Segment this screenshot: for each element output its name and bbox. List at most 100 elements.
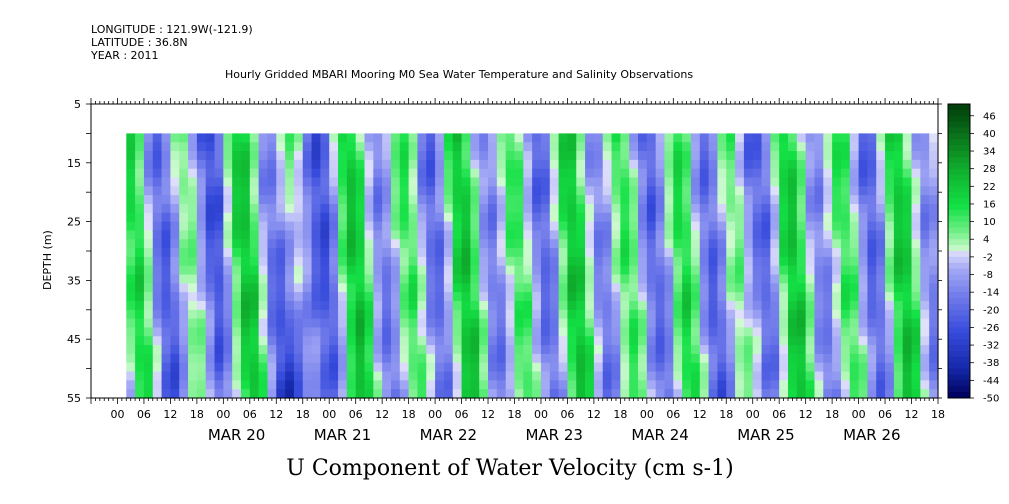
heatmap-cell [479, 203, 489, 214]
heatmap-cell [593, 380, 604, 390]
heatmap-cell [505, 283, 516, 293]
heatmap-cell [664, 353, 674, 364]
heatmap-cell [752, 186, 763, 196]
heatmap-cell [849, 230, 860, 240]
heatmap-cell [188, 168, 198, 179]
heatmap-cell [435, 336, 445, 346]
heatmap-cell [664, 203, 674, 214]
heatmap-cell [188, 133, 198, 143]
heatmap-cell [549, 221, 560, 232]
heatmap-cell [664, 195, 674, 205]
heatmap-cell [629, 248, 639, 258]
heatmap-cell [355, 177, 366, 187]
heatmap-cell [611, 151, 621, 161]
heatmap-cell [752, 336, 763, 346]
heatmap-cell [329, 151, 339, 161]
heatmap-cell [540, 186, 551, 196]
heatmap-cell [832, 177, 842, 187]
heatmap-cell [788, 230, 798, 240]
heatmap-cell [302, 345, 313, 355]
heatmap-cell [911, 327, 921, 337]
heatmap-cell [717, 362, 727, 373]
heatmap-cell [382, 195, 392, 205]
heatmap-cell [823, 274, 833, 284]
heatmap-cell [426, 345, 436, 355]
heatmap-cell [373, 168, 383, 179]
heatmap-cell [885, 389, 895, 399]
heatmap-cell [532, 159, 542, 170]
heatmap-cell [638, 362, 648, 373]
heatmap-cell [611, 177, 621, 187]
heatmap-cell [443, 345, 454, 355]
heatmap-cell [452, 186, 463, 196]
heatmap-cell [143, 274, 154, 284]
heatmap-cell [779, 336, 789, 346]
heatmap-cell [779, 327, 789, 337]
heatmap-cell [593, 195, 604, 205]
heatmap-cell [805, 283, 816, 293]
heatmap-cell [832, 362, 842, 373]
heatmap-cell [911, 309, 921, 320]
heatmap-cell [435, 186, 445, 196]
heatmap-cell [196, 203, 207, 214]
heatmap-cell [858, 248, 869, 258]
heatmap-cell [576, 195, 586, 205]
heatmap-cell [858, 362, 869, 373]
heatmap-cell [205, 274, 216, 284]
heatmap-cell [814, 133, 824, 143]
heatmap-cell [152, 212, 163, 223]
heatmap-cell [567, 336, 577, 346]
heatmap-cell [320, 336, 330, 346]
heatmap-cell [902, 309, 913, 320]
heatmap-cell [126, 230, 136, 240]
heatmap-cell [752, 380, 763, 390]
heatmap-cell [435, 177, 445, 187]
heatmap-cell [514, 186, 524, 196]
heatmap-cell [743, 203, 754, 214]
heatmap-cell [479, 353, 489, 364]
colorbar-swatch [948, 333, 970, 340]
heatmap-cell [223, 177, 233, 187]
heatmap-cell [452, 265, 463, 276]
heatmap-cell [805, 256, 816, 267]
heatmap-cell [364, 212, 374, 223]
heatmap-cell [285, 380, 295, 390]
heatmap-cell [302, 309, 313, 320]
heatmap-cell [126, 239, 136, 249]
heatmap-cell [205, 292, 216, 302]
heatmap-cell [567, 186, 577, 196]
heatmap-cell [470, 292, 480, 302]
heatmap-cell [690, 177, 701, 187]
heatmap-cell [338, 133, 348, 143]
heatmap-cell [523, 239, 533, 249]
heatmap-cell [708, 327, 719, 337]
heatmap-cell [558, 230, 569, 240]
colorbar-label: 28 [983, 164, 996, 175]
heatmap-cell [646, 203, 657, 214]
heatmap-cell [488, 292, 498, 302]
heatmap-cell [655, 353, 666, 364]
heatmap-cell [161, 239, 171, 249]
heatmap-cell [496, 133, 507, 143]
heatmap-cell [302, 212, 313, 223]
heatmap-cell [417, 345, 427, 355]
heatmap-cell [840, 239, 851, 249]
heatmap-cell [726, 256, 736, 267]
heatmap-cell [690, 142, 701, 152]
heatmap-cell [179, 300, 189, 311]
heatmap-cell [249, 230, 260, 240]
heatmap-cell [214, 353, 224, 364]
heatmap-cell [302, 265, 313, 276]
heatmap-cell [461, 248, 471, 258]
heatmap-cell [540, 345, 551, 355]
heatmap-cell [743, 327, 754, 337]
heatmap-cell [558, 327, 569, 337]
heatmap-cell [593, 203, 604, 214]
heatmap-cell [867, 327, 877, 337]
heatmap-cell [170, 283, 180, 293]
heatmap-cell [885, 203, 895, 214]
heatmap-cell [346, 230, 357, 240]
heatmap-cell [443, 327, 454, 337]
heatmap-cell [735, 168, 745, 179]
heatmap-cell [629, 362, 639, 373]
